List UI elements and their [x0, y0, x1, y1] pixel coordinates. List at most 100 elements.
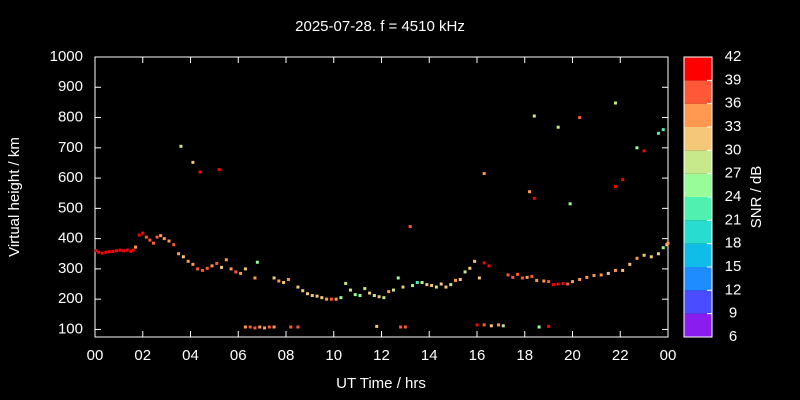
point — [525, 275, 529, 279]
point — [217, 168, 221, 172]
x-tick-label: 00 — [87, 347, 104, 364]
point — [661, 246, 665, 250]
point — [107, 250, 111, 254]
colorbar-band — [684, 313, 712, 337]
point — [196, 267, 200, 271]
point — [599, 273, 603, 277]
point — [253, 276, 257, 280]
x-tick-label: 02 — [134, 347, 151, 364]
point — [305, 292, 309, 296]
point — [198, 170, 202, 174]
point — [277, 279, 281, 283]
point — [200, 268, 204, 272]
point — [415, 281, 419, 285]
point — [399, 325, 403, 329]
x-tick-label: 18 — [516, 347, 533, 364]
colorbar-tick-label: 27 — [725, 165, 742, 182]
point — [613, 101, 617, 105]
x-tick-label: 12 — [373, 347, 390, 364]
point — [172, 243, 176, 247]
point — [348, 288, 352, 292]
colorbar-band — [684, 80, 712, 104]
point — [396, 276, 400, 280]
x-tick-label: 10 — [325, 347, 342, 364]
point — [134, 245, 138, 249]
point — [403, 325, 407, 329]
x-tick-label: 14 — [421, 347, 438, 364]
point — [234, 270, 238, 274]
point — [339, 296, 343, 300]
point — [286, 277, 290, 281]
point — [568, 202, 572, 206]
point — [215, 261, 219, 265]
point — [224, 258, 228, 262]
point — [296, 325, 300, 329]
point — [547, 280, 551, 284]
point — [104, 250, 108, 254]
point — [606, 271, 610, 275]
colorbar-tick-label: 30 — [725, 141, 742, 158]
point — [272, 276, 276, 280]
point — [151, 241, 155, 245]
point — [248, 325, 252, 329]
point — [167, 239, 171, 243]
point — [358, 294, 362, 298]
point — [454, 278, 458, 282]
colorbar-tick-label: 18 — [725, 235, 742, 252]
point — [621, 268, 625, 272]
point — [535, 278, 539, 282]
point — [205, 266, 209, 270]
point — [329, 297, 333, 301]
x-tick-label: 08 — [278, 347, 295, 364]
point — [179, 144, 183, 148]
point — [289, 325, 293, 329]
point — [363, 287, 367, 291]
point — [129, 249, 133, 253]
point — [656, 252, 660, 256]
y-tick-label: 600 — [58, 169, 83, 186]
point — [482, 323, 486, 327]
point — [496, 323, 500, 327]
point — [100, 251, 104, 255]
point — [141, 231, 145, 235]
point — [131, 248, 135, 252]
point — [253, 326, 257, 330]
point — [425, 283, 429, 287]
point — [520, 276, 524, 280]
point — [258, 325, 262, 329]
point — [229, 267, 233, 271]
point — [430, 284, 434, 288]
point — [301, 289, 305, 293]
point — [391, 288, 395, 292]
point — [220, 265, 224, 269]
colorbar-band — [684, 267, 712, 291]
point — [420, 281, 424, 285]
point — [501, 324, 505, 328]
point — [547, 324, 551, 328]
colorbar-band — [684, 197, 712, 221]
y-tick-label: 1000 — [50, 48, 83, 65]
point — [243, 267, 247, 271]
point — [353, 293, 357, 297]
point — [325, 297, 329, 301]
point — [263, 326, 267, 330]
point — [372, 294, 376, 298]
y-tick-label: 500 — [58, 199, 83, 216]
colorbar-tick-label: 15 — [725, 258, 742, 275]
point — [243, 325, 247, 329]
point — [585, 275, 589, 279]
point — [159, 234, 163, 238]
point — [368, 291, 372, 295]
point — [556, 125, 560, 129]
point — [468, 266, 472, 270]
colorbar-band — [684, 173, 712, 197]
point — [191, 262, 195, 266]
colorbar-band — [684, 127, 712, 151]
y-tick-label: 800 — [58, 109, 83, 126]
point — [458, 277, 462, 281]
point — [537, 325, 541, 329]
x-tick-label: 20 — [564, 347, 581, 364]
point — [144, 235, 148, 239]
